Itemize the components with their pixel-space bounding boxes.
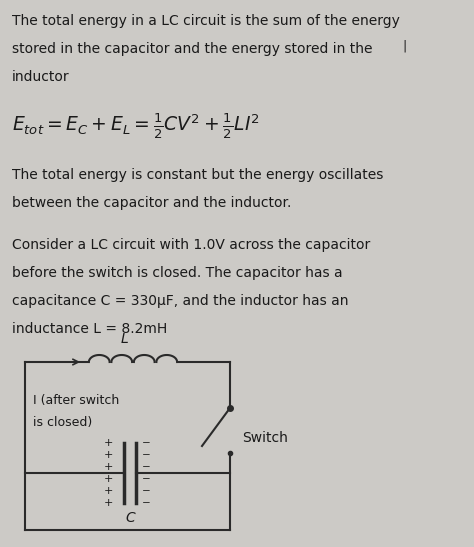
Text: +: + xyxy=(103,498,113,508)
Text: inductance L = 8.2mH: inductance L = 8.2mH xyxy=(12,322,167,336)
Text: +: + xyxy=(103,486,113,496)
Text: Switch: Switch xyxy=(242,431,288,445)
Text: capacitance C = 330μF, and the inductor has an: capacitance C = 330μF, and the inductor … xyxy=(12,294,348,308)
Text: −: − xyxy=(142,474,150,484)
Text: $E_{tot} = E_C + E_L = \frac{1}{2}CV^2 + \frac{1}{2}LI^2$: $E_{tot} = E_C + E_L = \frac{1}{2}CV^2 +… xyxy=(12,112,260,142)
Text: L: L xyxy=(121,332,129,346)
Text: before the switch is closed. The capacitor has a: before the switch is closed. The capacit… xyxy=(12,266,343,280)
Text: stored in the capacitor and the energy stored in the: stored in the capacitor and the energy s… xyxy=(12,42,373,56)
Text: The total energy in a LC circuit is the sum of the energy: The total energy in a LC circuit is the … xyxy=(12,14,400,28)
Text: between the capacitor and the inductor.: between the capacitor and the inductor. xyxy=(12,196,292,210)
Text: −: − xyxy=(142,450,150,460)
Text: C: C xyxy=(125,511,135,525)
Text: The total energy is constant but the energy oscillates: The total energy is constant but the ene… xyxy=(12,168,383,182)
Text: +: + xyxy=(103,474,113,484)
Text: is closed): is closed) xyxy=(33,416,92,429)
Text: +: + xyxy=(103,438,113,448)
Text: +: + xyxy=(103,462,113,472)
Text: −: − xyxy=(142,462,150,472)
Text: +: + xyxy=(103,450,113,460)
Text: Consider a LC circuit with 1.0V across the capacitor: Consider a LC circuit with 1.0V across t… xyxy=(12,238,370,252)
Text: −: − xyxy=(142,486,150,496)
Text: −: − xyxy=(142,438,150,448)
Text: −: − xyxy=(142,498,150,508)
Text: |: | xyxy=(402,39,406,52)
Text: I (after switch: I (after switch xyxy=(33,394,119,407)
Text: inductor: inductor xyxy=(12,70,70,84)
